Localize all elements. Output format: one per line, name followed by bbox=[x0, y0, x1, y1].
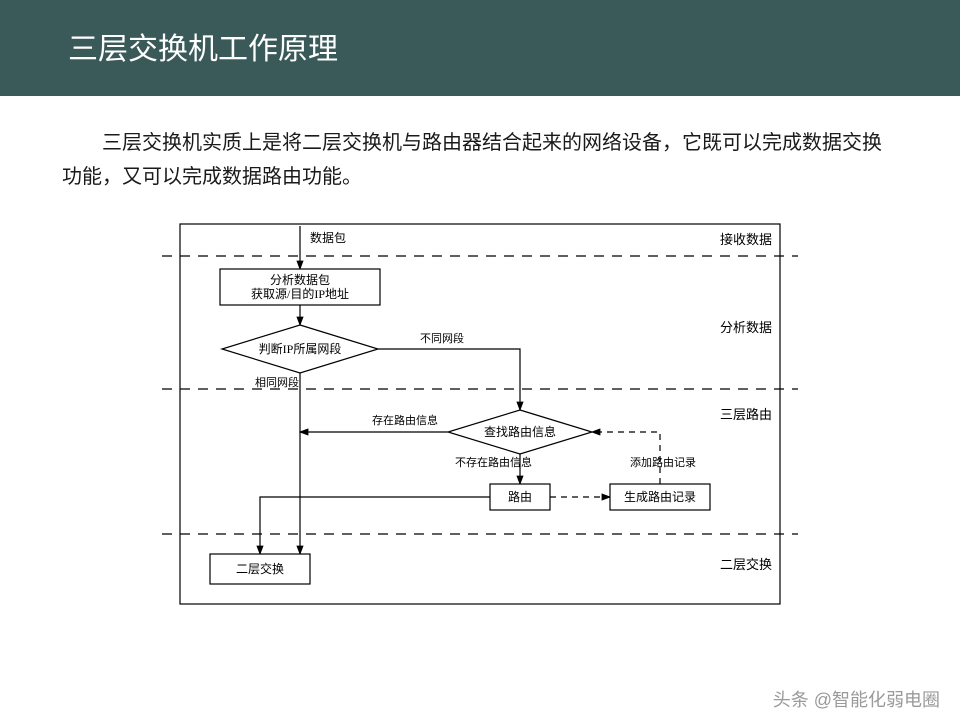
svg-text:不同网段: 不同网段 bbox=[420, 331, 464, 345]
svg-text:数据包: 数据包 bbox=[310, 230, 346, 245]
slide-header: 三层交换机工作原理 bbox=[0, 0, 960, 96]
svg-text:二层交换: 二层交换 bbox=[236, 561, 284, 576]
flowchart-svg: 接收数据分析数据三层路由二层交换 不同网段相同网段存在路由信息不存在路由信息 添加路… bbox=[160, 214, 800, 614]
slide-title: 三层交换机工作原理 bbox=[68, 24, 920, 68]
svg-text:三层路由: 三层路由 bbox=[720, 407, 772, 422]
svg-text:添加路由记录: 添加路由记录 bbox=[630, 455, 696, 469]
svg-text:接收数据: 接收数据 bbox=[720, 232, 772, 247]
svg-text:生成路由记录: 生成路由记录 bbox=[624, 489, 696, 504]
svg-text:存在路由信息: 存在路由信息 bbox=[372, 413, 438, 427]
svg-text:分析数据: 分析数据 bbox=[720, 320, 772, 335]
svg-text:查找路由信息: 查找路由信息 bbox=[484, 424, 556, 439]
svg-text:二层交换: 二层交换 bbox=[720, 557, 772, 572]
intro-paragraph: 三层交换机实质上是将二层交换机与路由器结合起来的网络设备，它既可以完成数据交换功… bbox=[0, 96, 960, 210]
svg-text:不存在路由信息: 不存在路由信息 bbox=[455, 455, 532, 469]
svg-text:路由: 路由 bbox=[508, 489, 532, 504]
svg-text:判断IP所属网段: 判断IP所属网段 bbox=[259, 341, 342, 356]
svg-text:相同网段: 相同网段 bbox=[255, 375, 299, 389]
watermark: 头条 @智能化弱电圈 bbox=[773, 686, 940, 712]
flowchart-container: 接收数据分析数据三层路由二层交换 不同网段相同网段存在路由信息不存在路由信息 添加路… bbox=[0, 210, 960, 614]
svg-text:分析数据包: 分析数据包 bbox=[270, 272, 330, 287]
svg-text:获取源/目的IP地址: 获取源/目的IP地址 bbox=[251, 286, 349, 301]
